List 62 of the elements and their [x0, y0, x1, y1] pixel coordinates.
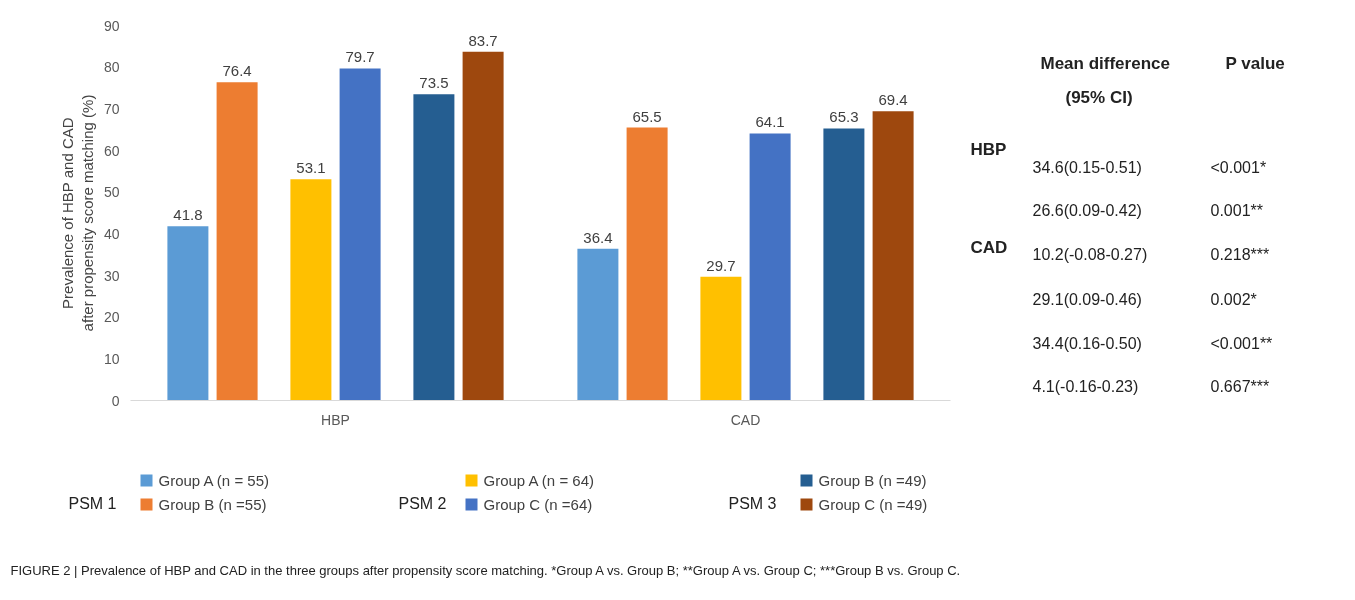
- text: PSM 1: [68, 495, 117, 512]
- text: 34.6(0.15-0.51): [1032, 159, 1142, 177]
- y-tick-label: 90: [103, 17, 120, 34]
- text: 26.6(0.09-0.42): [1032, 202, 1142, 220]
- legend-label: Group C (n =64): [483, 496, 593, 513]
- text: <0.001*: [1210, 159, 1267, 177]
- text: 4.1(-0.16-0.23): [1032, 377, 1139, 395]
- bar: [626, 127, 668, 401]
- y-axis-title: Prevalence of HBP and CAD after propensity score matching (%): [58, 94, 96, 332]
- y-tick-label: 40: [103, 225, 120, 242]
- data-label: 79.7: [345, 48, 375, 66]
- bar: [167, 226, 209, 401]
- data-label: 36.4: [583, 228, 613, 246]
- text: 0.001**: [1210, 202, 1263, 220]
- text: 0.218***: [1210, 245, 1270, 263]
- data-label: 73.5: [419, 74, 449, 92]
- text: 10.2(-0.08-0.27): [1032, 245, 1148, 263]
- text: 34.4(0.16-0.50): [1032, 334, 1142, 352]
- y-tick-label: 10: [103, 350, 120, 367]
- bar: [462, 51, 504, 401]
- bar: [823, 128, 865, 401]
- bar: [577, 248, 619, 401]
- caption: FIGURE 2 | Prevalence of HBP and CAD in the three groups after propensity score matching. *Group A vs. Group B; **Group A vs. Group C; ***Group B vs. Group C.: [10, 563, 961, 578]
- y-tick-label: 0: [111, 392, 120, 409]
- legend-label: Group B (n =49): [818, 472, 927, 489]
- text: 0.667***: [1210, 377, 1270, 395]
- data-label: 83.7: [468, 31, 498, 49]
- legend-label: Group C (n =49): [818, 496, 928, 513]
- bar: [413, 94, 455, 401]
- text: 29.1(0.09-0.46): [1032, 290, 1142, 308]
- text: HBP: [970, 139, 1007, 159]
- data-label: 64.1: [755, 113, 785, 131]
- text: PSM 3: [728, 495, 777, 512]
- text: (95% CI): [1065, 87, 1133, 107]
- data-label: 65.5: [632, 107, 662, 125]
- legend-label: Group A (n = 64): [483, 472, 594, 489]
- legend-label: Group A (n = 55): [158, 472, 269, 489]
- data-label: 76.4: [222, 62, 252, 80]
- text: PSM 2: [398, 495, 447, 512]
- y-tick-label: 60: [103, 142, 120, 159]
- bar: [700, 276, 742, 401]
- y-tick-label: 50: [103, 184, 120, 201]
- y-tick-label: 80: [103, 59, 120, 76]
- data-label: 65.3: [829, 108, 859, 126]
- text: P value: [1225, 54, 1285, 74]
- data-label: 41.8: [173, 206, 203, 224]
- bar: [872, 111, 914, 401]
- y-tick-label: 20: [103, 309, 120, 326]
- bar: [749, 133, 791, 401]
- bar: [339, 68, 381, 401]
- data-label: 53.1: [296, 159, 326, 177]
- text: <0.001**: [1210, 334, 1273, 352]
- text: 0.002*: [1210, 290, 1257, 308]
- text: CAD: [970, 237, 1008, 257]
- bar: [290, 179, 332, 401]
- bar: [216, 82, 258, 401]
- legend-label: Group B (n =55): [158, 496, 267, 513]
- text: Mean difference: [1040, 54, 1170, 74]
- data-label: 29.7: [706, 256, 736, 274]
- y-tick-label: 30: [103, 267, 120, 284]
- y-tick-label: 70: [103, 100, 120, 117]
- data-label: 69.4: [878, 91, 908, 109]
